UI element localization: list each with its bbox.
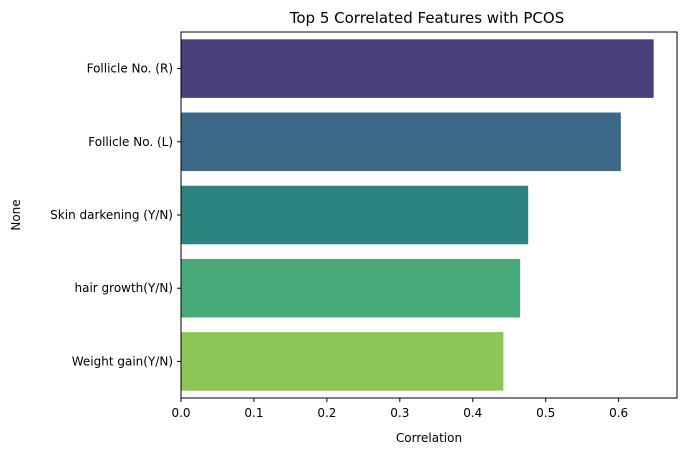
x-tick-label-5: 0.5 (536, 406, 555, 420)
bar-0 (181, 39, 654, 98)
x-tick-label-4: 0.4 (463, 406, 482, 420)
x-tick-label-6: 0.6 (609, 406, 628, 420)
x-tick-label-2: 0.2 (317, 406, 336, 420)
bars-layer (181, 39, 654, 391)
x-tick-label-0: 0.0 (171, 406, 190, 420)
y-tick-label-1: Follicle No. (L) (88, 135, 173, 149)
y-tick-label-0: Follicle No. (R) (87, 62, 173, 76)
y-tick-label-4: Weight gain(Y/N) (72, 354, 173, 368)
y-tick-label-3: hair growth(Y/N) (74, 281, 173, 295)
bar-1 (181, 112, 621, 172)
ticks-layer: Follicle No. (R) Follicle No. (L) Skin dar… (50, 62, 628, 420)
y-tick-label-2: Skin darkening (Y/N) (50, 208, 173, 222)
bar-2 (181, 185, 529, 245)
x-tick-label-1: 0.1 (244, 406, 263, 420)
x-tick-label-3: 0.3 (390, 406, 409, 420)
bar-3 (181, 258, 521, 318)
y-axis-label: None (9, 199, 23, 230)
bar-4 (181, 332, 504, 391)
x-axis-label: Correlation (396, 431, 462, 445)
plot-frame (180, 31, 678, 399)
chart-title: Top 5 Correlated Features with PCOS (289, 9, 564, 27)
